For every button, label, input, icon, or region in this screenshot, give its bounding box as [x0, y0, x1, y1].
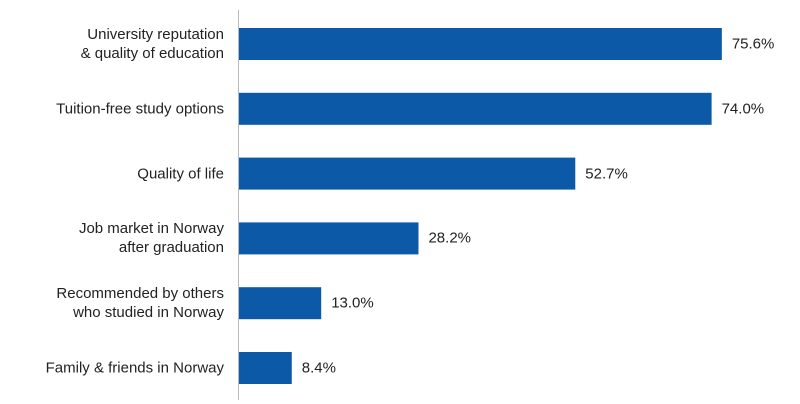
bar: [239, 28, 722, 60]
bar: [239, 157, 576, 190]
category-label: Tuition-free study options: [56, 100, 224, 118]
bar: [239, 222, 419, 255]
value-label: 13.0%: [331, 294, 374, 312]
category-label: Recommended by others who studied in Nor…: [56, 285, 224, 322]
category-label: Family & friends in Norway: [45, 359, 224, 377]
value-label: 74.0%: [721, 100, 765, 118]
category-label: Job market in Norway after graduation: [78, 220, 224, 257]
bar: [239, 92, 712, 125]
value-label: 28.2%: [428, 229, 472, 247]
value-label: 52.7%: [585, 165, 628, 183]
value-label: 75.6%: [731, 35, 775, 53]
bar: [239, 352, 292, 384]
value-label: 8.4%: [301, 359, 336, 377]
category-label: Quality of life: [137, 165, 224, 183]
category-label: University reputation & quality of educa…: [80, 26, 224, 62]
bar: [239, 287, 322, 320]
